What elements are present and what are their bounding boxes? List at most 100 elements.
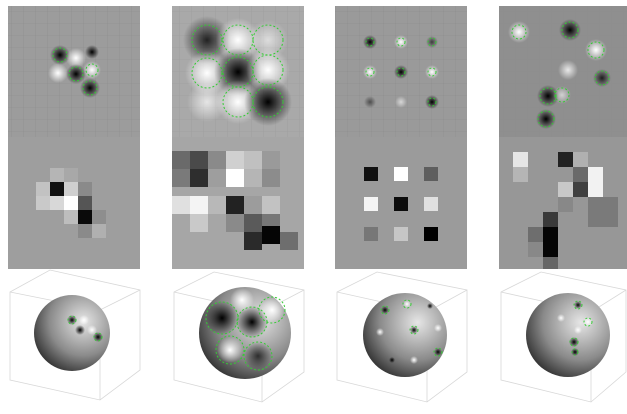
sphere <box>526 293 610 377</box>
blobs <box>183 16 292 126</box>
circle <box>191 24 223 56</box>
pixel <box>364 167 378 181</box>
pixel <box>394 227 408 241</box>
blob <box>389 357 395 363</box>
circle <box>93 332 103 342</box>
blob <box>434 348 442 356</box>
blob <box>559 19 581 41</box>
circle <box>402 299 412 309</box>
pixel <box>208 169 226 187</box>
blob <box>244 78 292 126</box>
blob <box>410 326 418 334</box>
circle <box>252 86 284 118</box>
pixel <box>543 227 558 257</box>
circle <box>554 87 570 103</box>
pixel <box>92 210 106 224</box>
pixel <box>280 232 298 250</box>
circle <box>427 37 437 47</box>
circle <box>252 24 284 56</box>
blob <box>85 45 99 59</box>
pixel <box>50 196 64 210</box>
pixel <box>36 196 50 210</box>
pixel <box>394 197 408 211</box>
pixel <box>543 212 558 227</box>
circle <box>222 24 254 56</box>
pixels <box>36 168 106 238</box>
circle <box>243 341 273 371</box>
pixel <box>190 196 208 214</box>
pixel <box>226 196 244 214</box>
pixel <box>190 169 208 187</box>
pixel <box>588 197 618 227</box>
circle <box>365 67 375 77</box>
circle <box>365 37 375 47</box>
blob <box>363 65 377 79</box>
blobs <box>508 19 611 129</box>
pixel <box>78 182 92 196</box>
circle <box>569 337 579 347</box>
blob <box>381 306 389 314</box>
blob <box>248 20 288 60</box>
circle <box>252 54 284 86</box>
blob <box>79 315 89 325</box>
blob <box>427 303 433 309</box>
circle <box>427 67 437 77</box>
pixel <box>558 197 573 212</box>
circle <box>52 47 68 63</box>
pixel <box>528 227 543 242</box>
blob <box>376 328 384 336</box>
circle <box>571 348 579 356</box>
circle <box>427 97 437 107</box>
blob <box>205 301 239 335</box>
pixel <box>190 151 208 169</box>
pixels <box>364 167 438 241</box>
pixel <box>573 152 588 167</box>
circle <box>409 325 419 335</box>
pixel <box>64 210 78 224</box>
blob <box>394 35 408 49</box>
circle <box>583 317 593 327</box>
blob <box>48 63 68 83</box>
pixel <box>573 167 588 182</box>
circle <box>222 86 254 118</box>
circle <box>258 296 286 324</box>
blob <box>508 21 530 43</box>
pixel <box>244 196 262 214</box>
circle <box>594 70 610 86</box>
pixel <box>36 182 50 196</box>
blob <box>187 82 227 122</box>
pixel <box>64 196 78 210</box>
pixel <box>513 167 528 182</box>
pixel <box>92 224 106 238</box>
blob <box>574 301 582 309</box>
blob <box>395 96 407 108</box>
pixel <box>64 168 78 182</box>
blob <box>244 342 272 370</box>
sphere <box>363 293 447 377</box>
pixel <box>172 169 190 187</box>
circle <box>396 67 406 77</box>
pixel <box>244 232 262 250</box>
pixel <box>190 214 208 232</box>
blob <box>183 16 231 64</box>
pixel <box>78 196 92 210</box>
blob <box>593 69 611 87</box>
blob <box>536 109 556 129</box>
pixel <box>226 151 244 169</box>
blobs <box>363 35 439 109</box>
circle <box>85 63 99 77</box>
pixel <box>364 197 378 211</box>
blob <box>87 325 97 335</box>
pixel <box>543 257 558 269</box>
circle <box>433 347 443 357</box>
pixel <box>424 167 438 181</box>
circle <box>205 301 239 335</box>
blob <box>557 314 565 322</box>
circle <box>215 335 245 365</box>
circle <box>82 80 98 96</box>
pixel <box>364 227 378 241</box>
blob <box>364 96 376 108</box>
circle <box>539 87 557 105</box>
pixel <box>64 182 78 196</box>
blob <box>425 65 439 79</box>
